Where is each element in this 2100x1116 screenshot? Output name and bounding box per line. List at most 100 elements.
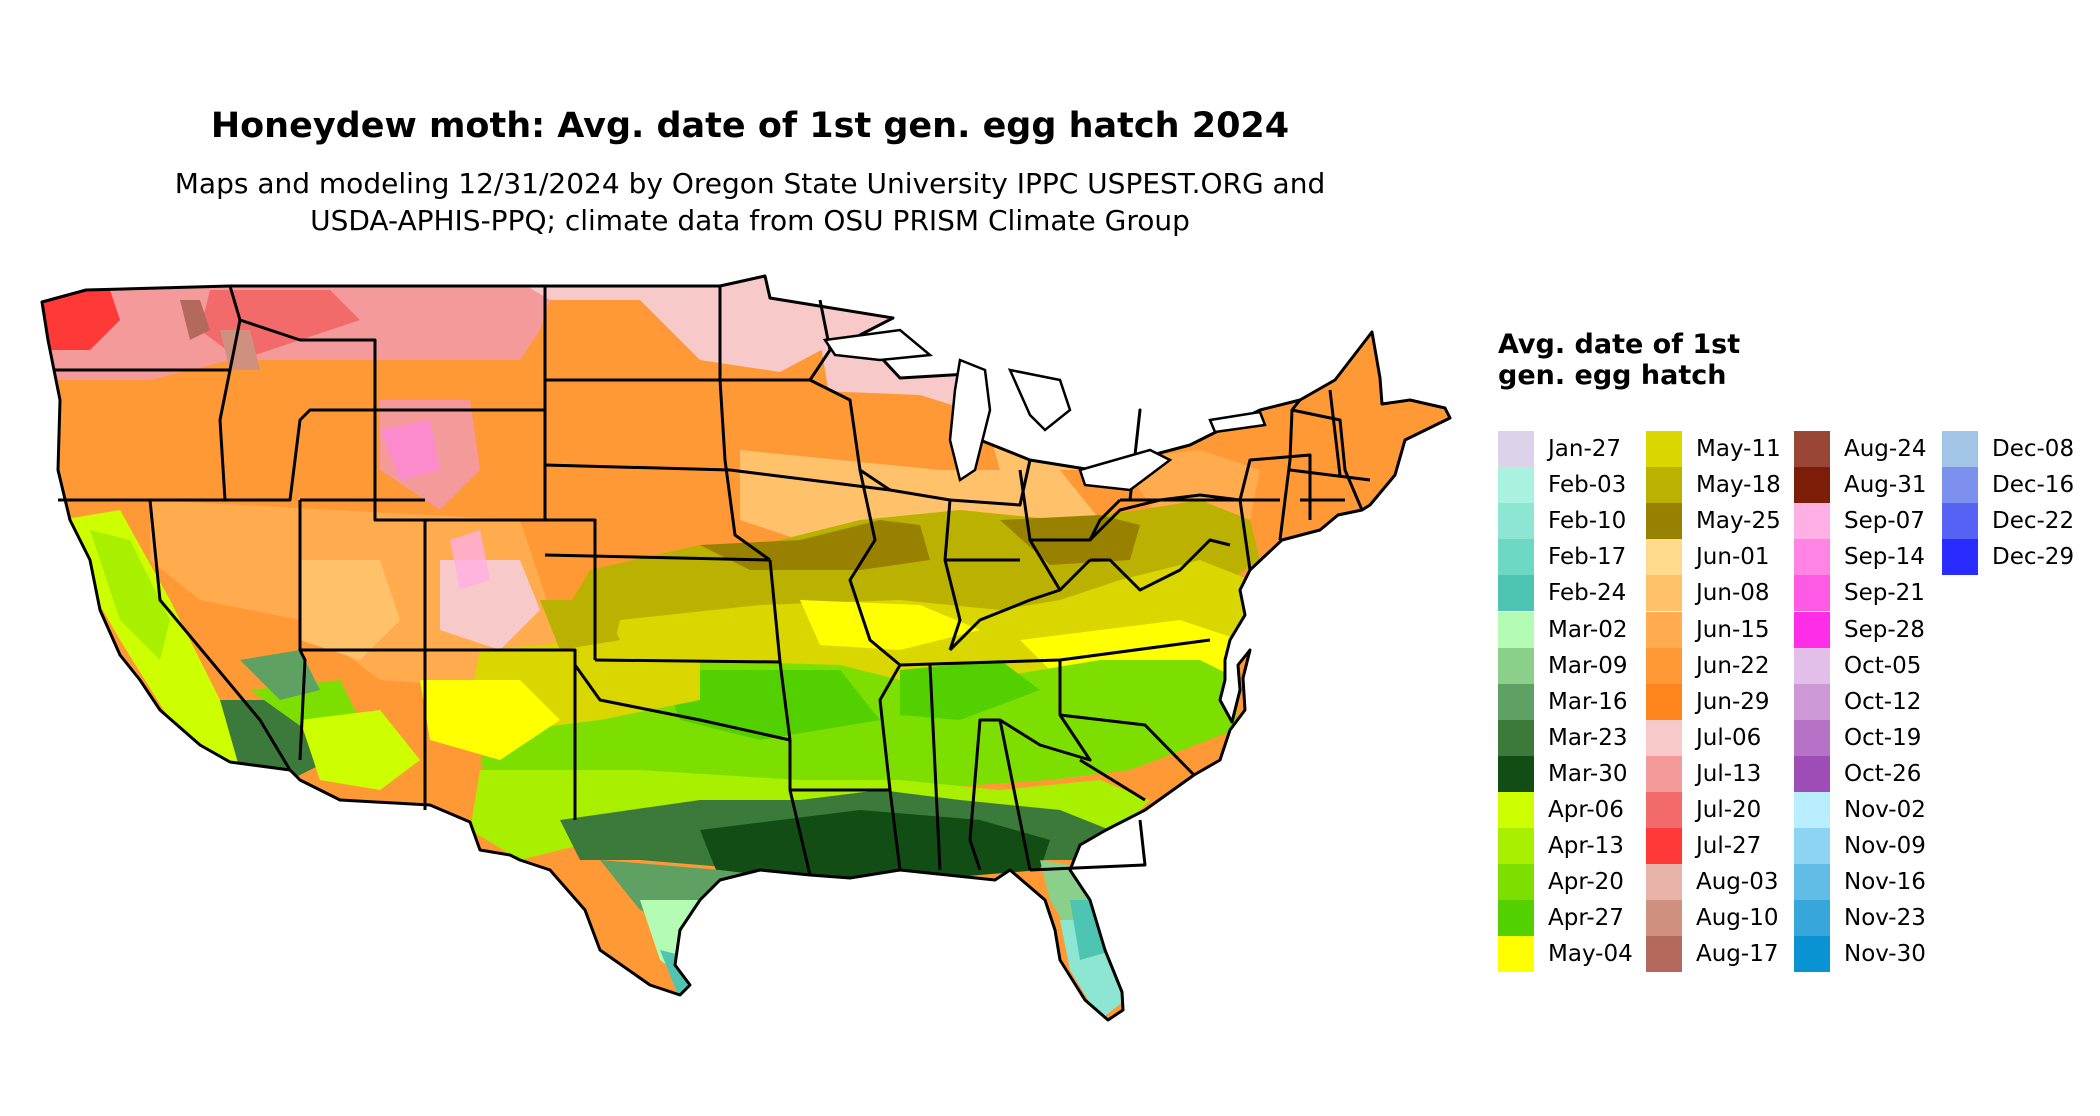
legend-item: Nov-30 [1794, 936, 1944, 973]
legend-item: May-25 [1646, 503, 1796, 540]
legend-label: Dec-22 [1992, 508, 2075, 535]
legend-title: Avg. date of 1st gen. egg hatch [1498, 329, 1741, 391]
legend-swatch [1498, 431, 1534, 467]
legend-label: Mar-30 [1548, 760, 1628, 787]
legend-label: Jun-22 [1696, 652, 1770, 679]
legend-label: Jun-15 [1696, 616, 1770, 643]
legend-swatch [1794, 828, 1830, 865]
legend-item: Nov-16 [1794, 864, 1944, 901]
legend-label: Jun-08 [1696, 580, 1770, 607]
legend-swatch [1794, 683, 1830, 720]
legend-label: Apr-13 [1548, 833, 1624, 860]
legend-swatch [1646, 575, 1682, 612]
legend-swatch [1794, 719, 1830, 756]
legend-label: Nov-16 [1844, 869, 1926, 896]
legend-item: Mar-09 [1498, 647, 1648, 684]
legend-item: May-04 [1498, 936, 1648, 973]
legend-item: Nov-23 [1794, 900, 1944, 937]
us-map [40, 274, 1452, 1022]
legend-label: Oct-12 [1844, 688, 1922, 715]
legend-swatch [1498, 719, 1534, 756]
legend-item: Sep-07 [1794, 503, 1944, 540]
legend-item: Mar-30 [1498, 755, 1648, 792]
legend-swatch [1646, 683, 1682, 720]
legend-item: Oct-19 [1794, 719, 1944, 756]
legend-swatch [1794, 864, 1830, 901]
legend-swatch [1498, 936, 1534, 973]
legend-label: May-11 [1696, 436, 1781, 462]
legend-label: Dec-16 [1992, 472, 2075, 499]
legend-item: Jul-20 [1646, 792, 1796, 828]
legend-swatch [1646, 647, 1682, 684]
legend-label: Sep-21 [1844, 580, 1925, 607]
legend-label: Apr-06 [1548, 797, 1624, 823]
legend-swatch [1794, 575, 1830, 612]
legend-label: Dec-08 [1992, 436, 2075, 462]
legend-item: Sep-21 [1794, 575, 1944, 612]
legend-item: Feb-10 [1498, 503, 1648, 540]
legend-label: Nov-02 [1844, 797, 1926, 823]
legend-item: Feb-17 [1498, 539, 1648, 576]
legend-label: Nov-23 [1844, 905, 1926, 932]
legend-swatch [1794, 431, 1830, 467]
legend-label: Jul-13 [1696, 760, 1762, 787]
legend-label: Aug-24 [1844, 436, 1927, 462]
legend-item: Jul-13 [1646, 755, 1796, 792]
legend-label: Mar-23 [1548, 724, 1628, 751]
legend-swatch [1498, 828, 1534, 865]
legend-label: Sep-28 [1844, 616, 1925, 643]
legend-item: May-18 [1646, 467, 1796, 504]
legend-swatch [1498, 683, 1534, 720]
legend-item: Dec-22 [1942, 503, 2092, 540]
legend-swatch [1794, 792, 1830, 828]
legend-item: Oct-05 [1794, 647, 1944, 684]
legend-item: May-11 [1646, 431, 1796, 467]
legend-item: Nov-09 [1794, 828, 1944, 865]
legend-swatch [1498, 611, 1534, 648]
legend-item: Mar-16 [1498, 683, 1648, 720]
legend-label: Oct-26 [1844, 760, 1922, 787]
legend-swatch [1646, 467, 1682, 504]
legend-item: Apr-20 [1498, 864, 1648, 901]
phenology-raster [42, 276, 1450, 1020]
legend-label: Sep-14 [1844, 544, 1925, 571]
legend-swatch [1646, 828, 1682, 865]
legend-label: Apr-20 [1548, 869, 1624, 896]
legend-swatch [1498, 755, 1534, 792]
legend-item: Jul-06 [1646, 719, 1796, 756]
legend-item: Apr-06 [1498, 792, 1648, 828]
legend-label: Mar-02 [1548, 616, 1628, 643]
legend-label: Mar-09 [1548, 652, 1628, 679]
legend-swatch [1498, 467, 1534, 504]
map-subtitle-line-1: Maps and modeling 12/31/2024 by Oregon S… [174, 167, 1326, 200]
legend-item: Oct-12 [1794, 683, 1944, 720]
legend-item: Aug-17 [1646, 936, 1796, 973]
legend-item: Aug-24 [1794, 431, 1944, 467]
legend-label: Mar-16 [1548, 688, 1628, 715]
legend-label: Jul-20 [1696, 797, 1762, 823]
legend-item: Jun-08 [1646, 575, 1796, 612]
legend-label: Oct-05 [1844, 652, 1922, 679]
legend-item: Apr-27 [1498, 900, 1648, 937]
legend: Jan-27 Feb-03 Feb-10 Feb-17 Feb-24 Mar-02 Mar-… [1498, 431, 2098, 991]
legend-item: Sep-14 [1794, 539, 1944, 576]
legend-swatch [1646, 792, 1682, 828]
legend-swatch [1794, 647, 1830, 684]
legend-item: Oct-26 [1794, 755, 1944, 792]
state-borders [40, 274, 1452, 1022]
map-subtitle-line-2: USDA-APHIS-PPQ; climate data from OSU PR… [310, 204, 1190, 237]
legend-swatch [1498, 647, 1534, 684]
legend-swatch [1794, 467, 1830, 504]
legend-item: Apr-13 [1498, 828, 1648, 865]
legend-label: Feb-10 [1548, 508, 1627, 535]
legend-swatch [1646, 611, 1682, 648]
legend-label: Feb-03 [1548, 472, 1627, 499]
legend-swatch [1498, 792, 1534, 828]
legend-label: Aug-17 [1696, 941, 1779, 968]
legend-swatch [1646, 864, 1682, 901]
legend-swatch [1498, 539, 1534, 576]
legend-label: Aug-03 [1696, 869, 1779, 896]
legend-label: Oct-19 [1844, 724, 1922, 751]
legend-swatch [1498, 900, 1534, 937]
legend-item: Jun-22 [1646, 647, 1796, 684]
